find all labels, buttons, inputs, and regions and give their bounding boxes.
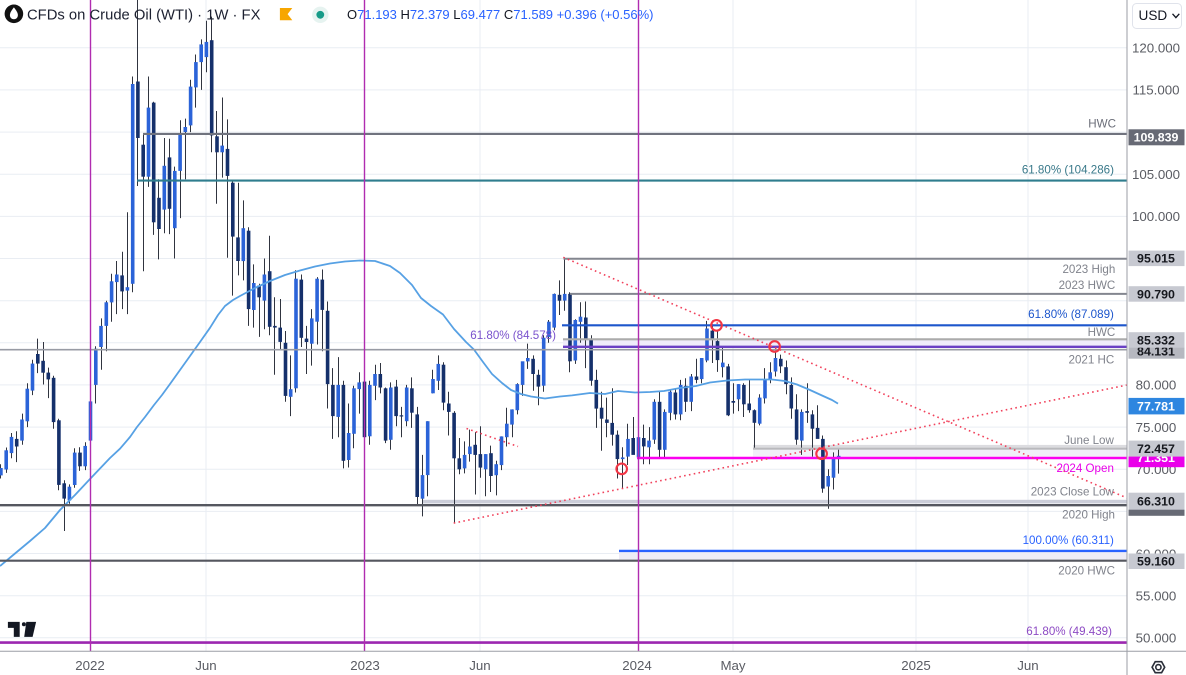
svg-text:109.839: 109.839 <box>1134 131 1179 145</box>
svg-text:115.000: 115.000 <box>1132 83 1179 98</box>
svg-text:75.000: 75.000 <box>1136 420 1177 435</box>
svg-text:HWC: HWC <box>1088 326 1116 339</box>
svg-text:84.131: 84.131 <box>1137 344 1175 358</box>
svg-text:2020 High: 2020 High <box>1062 509 1115 522</box>
svg-text:61.80% (87.089): 61.80% (87.089) <box>1028 308 1114 321</box>
svg-text:Jun: Jun <box>469 658 490 673</box>
svg-text:2022: 2022 <box>75 658 105 673</box>
svg-text:2023 High: 2023 High <box>1062 263 1115 276</box>
svg-text:2023 Close Low: 2023 Close Low <box>1031 485 1115 498</box>
svg-text:HWC: HWC <box>1088 118 1116 131</box>
svg-text:100.00% (60.311): 100.00% (60.311) <box>1023 534 1114 547</box>
svg-text:80.000: 80.000 <box>1136 378 1177 393</box>
svg-text:59.160: 59.160 <box>1137 555 1175 569</box>
svg-text:72.457: 72.457 <box>1137 442 1175 456</box>
svg-text:2021 HC: 2021 HC <box>1069 353 1115 366</box>
svg-text:2023: 2023 <box>350 658 380 673</box>
svg-text:61.80% (104.286): 61.80% (104.286) <box>1022 164 1114 177</box>
svg-text:100.000: 100.000 <box>1132 209 1180 224</box>
svg-text:77.781: 77.781 <box>1137 400 1175 414</box>
svg-text:120.000: 120.000 <box>1132 41 1180 56</box>
svg-text:61.80% (49.439): 61.80% (49.439) <box>1026 625 1112 638</box>
svg-text:55.000: 55.000 <box>1136 588 1177 603</box>
svg-text:2025: 2025 <box>901 658 931 673</box>
svg-text:50.000: 50.000 <box>1136 631 1177 646</box>
svg-text:105.000: 105.000 <box>1132 167 1180 182</box>
svg-text:May: May <box>720 658 745 673</box>
svg-text:2024 Open: 2024 Open <box>1057 462 1114 475</box>
svg-text:95.015: 95.015 <box>1137 252 1175 266</box>
svg-text:USD: USD <box>1139 8 1168 23</box>
svg-text:85.332: 85.332 <box>1137 333 1175 347</box>
svg-text:2024: 2024 <box>622 658 652 673</box>
svg-text:Jun: Jun <box>195 658 216 673</box>
svg-text:66.310: 66.310 <box>1137 495 1175 509</box>
svg-text:90.790: 90.790 <box>1137 287 1175 301</box>
svg-text:2023 HWC: 2023 HWC <box>1059 279 1116 292</box>
svg-text:June Low: June Low <box>1064 434 1114 447</box>
svg-text:2020 HWC: 2020 HWC <box>1058 565 1115 578</box>
svg-text:61.80% (84.578): 61.80% (84.578) <box>470 329 556 342</box>
svg-text:O71.193 H72.379 L69.477 C71.58: O71.193 H72.379 L69.477 C71.589 +0.396 (… <box>347 7 654 22</box>
svg-text:CFDs on Crude Oil (WTI) · 1W ·: CFDs on Crude Oil (WTI) · 1W · FX <box>27 8 261 24</box>
svg-text:Jun: Jun <box>1017 658 1038 673</box>
